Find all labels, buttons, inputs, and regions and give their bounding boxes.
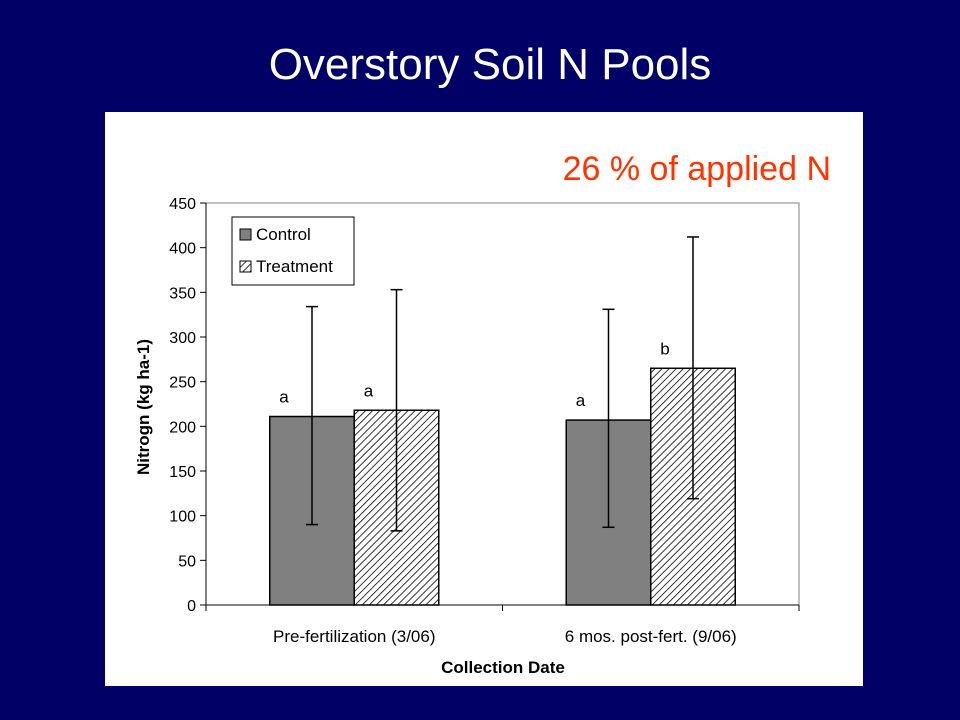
x-category-label: 6 mos. post-fert. (9/06) [565,627,737,646]
y-tick-label: 150 [169,464,196,481]
significance-label: a [364,381,374,400]
significance-label: b [660,339,669,358]
legend-swatch [239,260,252,273]
legend-label: Control [256,225,311,244]
y-tick-label: 100 [169,509,196,526]
bar-chart: 26 % of applied N 0 50 100 150 200 250 300 350 4… [134,150,831,677]
annotation-text: 26 % of applied N [563,150,831,188]
significance-label: a [279,388,289,407]
x-category-label: Pre-fertilization (3/06) [273,627,436,646]
legend-label: Treatment [256,257,333,276]
y-tick-label: 50 [178,553,196,570]
legend-box [231,216,355,286]
y-tick-label: 0 [187,598,196,615]
y-tick-label: 300 [169,330,196,347]
chart-panel: 26 % of applied N 0 50 100 150 200 250 300 350 4… [105,112,863,686]
y-axis-title: Nitrogn (kg ha-1) [134,339,153,475]
y-tick-label: 200 [169,419,196,436]
significance-label: a [576,391,586,410]
legend-swatch [239,228,252,241]
slide-title: Overstory Soil N Pools [268,40,712,89]
y-tick-label: 350 [169,285,196,302]
y-tick-label: 400 [169,241,196,258]
y-tick-label: 450 [169,196,196,213]
x-axis-title: Collection Date [441,658,565,677]
y-tick-label: 250 [169,375,196,392]
